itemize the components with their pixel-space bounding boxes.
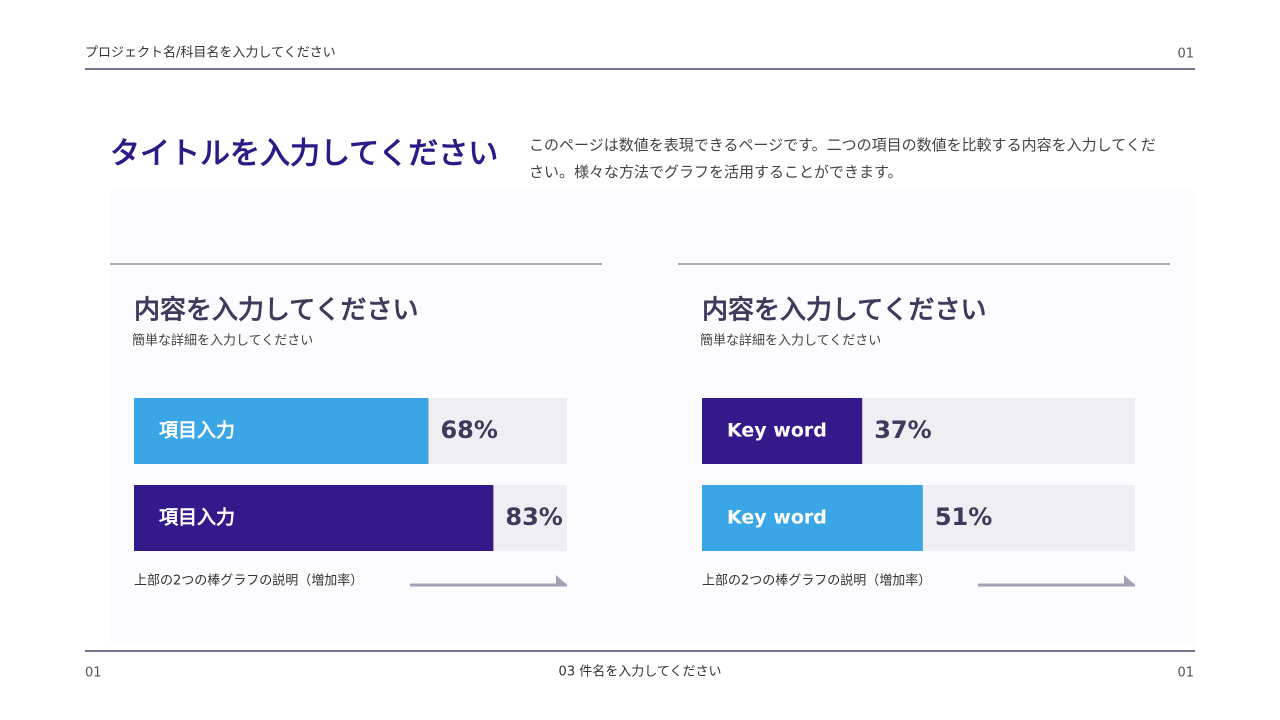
caption-arrow-head (1124, 575, 1135, 585)
bar (134, 485, 494, 551)
footer-center: 03 件名を入力してください (559, 664, 722, 680)
footer-left: 01 (85, 666, 102, 681)
bar (702, 485, 923, 551)
header-project: プロジェクト名/科目名を入力してください (85, 45, 336, 61)
bar-label: 項目入力 (159, 419, 235, 442)
chart-subtitle: 簡単な詳細を入力してください (700, 333, 881, 349)
header-page: 01 (1177, 47, 1194, 62)
value-label: 51% (935, 503, 992, 531)
chart-subtitle: 簡単な詳細を入力してください (132, 333, 313, 349)
value-label: 68% (440, 416, 497, 444)
chart-title: 内容を入力してください (134, 295, 418, 326)
bar-label: Key word (727, 507, 827, 529)
description: このページは数値を表現できるページです。二つの項目の数値を比較する内容を入力して… (529, 136, 1156, 181)
bar-label: Key word (727, 420, 827, 442)
footer-right: 01 (1177, 666, 1194, 681)
value-label: 83% (505, 503, 562, 531)
chart-caption: 上部の2つの棒グラフの説明（増加率） (134, 573, 363, 589)
caption-arrow-head (556, 575, 567, 585)
chart-caption: 上部の2つの棒グラフの説明（増加率） (702, 573, 931, 589)
bar-label: 項目入力 (159, 506, 235, 529)
value-label: 37% (874, 416, 931, 444)
bar (134, 398, 429, 464)
slide-title: タイトルを入力してください (110, 137, 498, 172)
chart-title: 内容を入力してください (702, 295, 986, 326)
bar (702, 398, 863, 464)
